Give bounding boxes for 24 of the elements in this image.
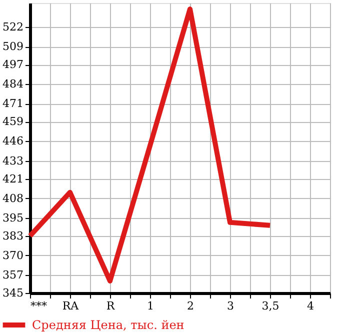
x-tick-label: 3,5 bbox=[262, 300, 280, 312]
y-tick-label: 522 bbox=[2, 20, 24, 34]
y-tick-label: 484 bbox=[2, 78, 24, 91]
y-tick-label: 383 bbox=[2, 229, 24, 242]
x-tick-label: RA bbox=[62, 300, 80, 312]
legend-label: Средняя Цена, тыс. йен bbox=[32, 318, 184, 332]
y-tick-label: 471 bbox=[2, 97, 24, 110]
y-tick-label: 446 bbox=[2, 134, 24, 148]
x-tick-label: 1 bbox=[147, 300, 154, 312]
y-tick-label: 395 bbox=[2, 211, 24, 224]
x-tick-label: R bbox=[106, 300, 116, 312]
y-tick-label: 421 bbox=[2, 172, 24, 186]
y-tick-label: 370 bbox=[2, 248, 24, 262]
y-tick-label: 357 bbox=[2, 268, 24, 282]
y-tick-label: 433 bbox=[2, 154, 24, 168]
x-tick-label: *** bbox=[30, 300, 48, 312]
y-tick-label: 459 bbox=[2, 115, 24, 128]
y-tick-label: 345 bbox=[2, 286, 24, 300]
y-tick-label: 408 bbox=[2, 192, 24, 205]
x-tick-label: 2 bbox=[187, 300, 194, 312]
x-tick-label: 3 bbox=[227, 300, 234, 312]
x-tick-label: 4 bbox=[307, 300, 314, 312]
y-tick-label: 509 bbox=[2, 40, 24, 54]
y-tick-label: 497 bbox=[2, 58, 24, 72]
